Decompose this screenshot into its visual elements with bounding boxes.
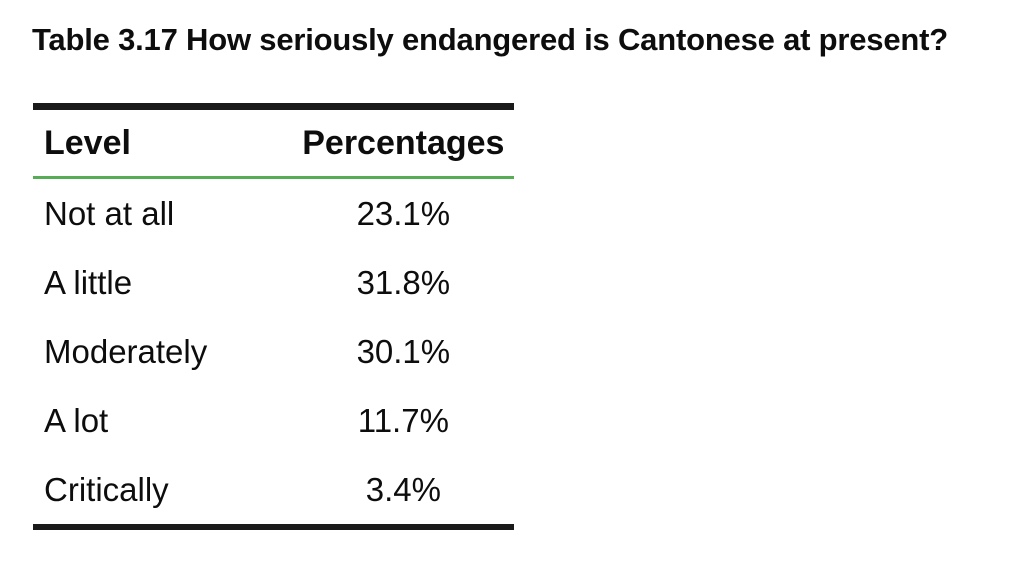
level-cell: Not at all	[44, 194, 175, 232]
level-cell: Critically	[44, 470, 169, 508]
level-cell: A lot	[44, 401, 109, 439]
table-row: A lot 11.7%	[33, 386, 514, 455]
percentage-cell: 30.1%	[356, 332, 451, 370]
table-header-row: Level Percentages	[33, 110, 514, 179]
percentage-cell: 3.4%	[365, 470, 441, 508]
table-row: Not at all 23.1%	[33, 179, 514, 248]
level-cell: Moderately	[44, 332, 208, 370]
table-row: Moderately 30.1%	[33, 317, 514, 386]
table-caption: Table 3.17 How seriously endangered is C…	[32, 22, 948, 57]
table-row: A little 31.8%	[33, 248, 514, 317]
table-row: Critically 3.4%	[33, 455, 514, 524]
data-table: Level Percentages Not at all 23.1% A lit…	[33, 103, 514, 530]
column-header-percentages: Percentages	[302, 123, 505, 162]
percentage-cell: 31.8%	[356, 263, 451, 301]
percentage-cell: 23.1%	[356, 194, 451, 232]
level-cell: A little	[44, 263, 133, 301]
percentage-cell: 11.7%	[357, 401, 449, 439]
column-header-level: Level	[44, 123, 131, 162]
